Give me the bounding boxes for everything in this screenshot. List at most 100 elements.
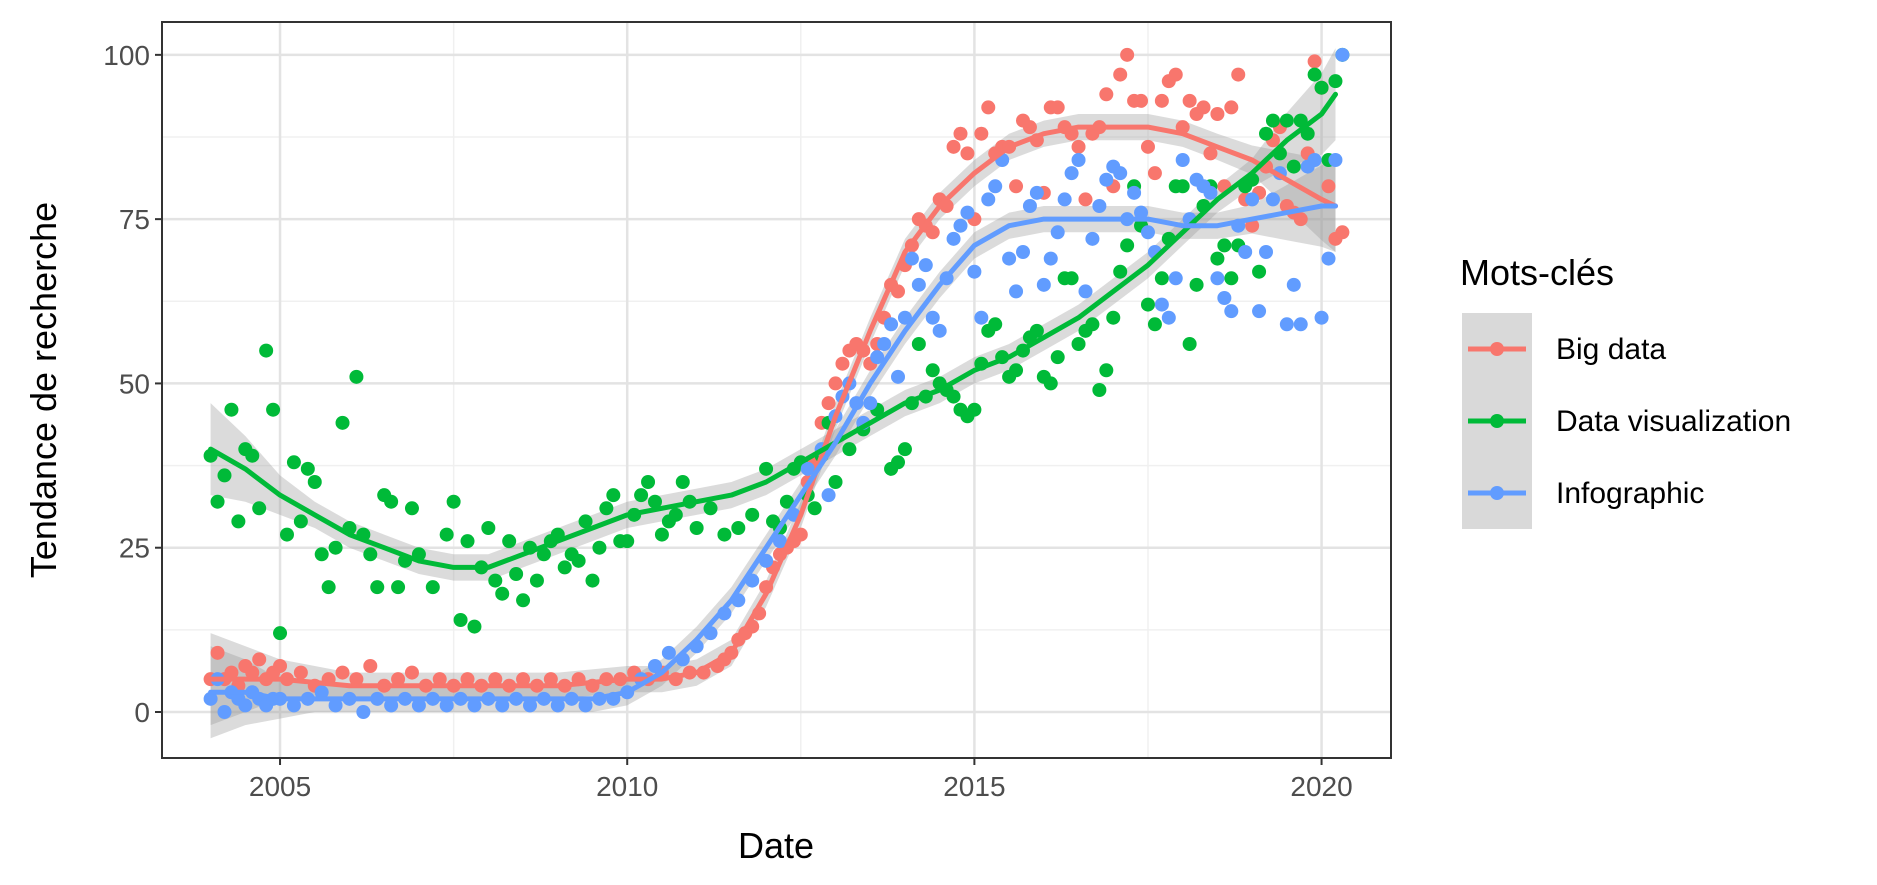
legend-label: Data visualization: [1556, 405, 1791, 438]
data-point: [793, 527, 808, 542]
data-point: [599, 501, 614, 516]
data-point: [821, 488, 836, 503]
data-point: [925, 363, 940, 378]
data-point: [842, 442, 857, 457]
data-point: [1140, 297, 1155, 312]
data-point: [370, 580, 385, 595]
data-point: [1099, 87, 1114, 102]
data-point: [203, 691, 218, 706]
data-point: [1279, 317, 1294, 332]
data-point: [1113, 264, 1128, 279]
data-point: [286, 455, 301, 470]
data-point: [1175, 153, 1190, 167]
smooth-line: [208, 203, 1338, 702]
data-point: [259, 343, 274, 358]
data-point: [1307, 153, 1322, 167]
data-point: [911, 277, 926, 292]
data-point: [1022, 199, 1037, 213]
data-point: [897, 310, 912, 325]
data-point: [363, 547, 378, 562]
data-point: [932, 323, 947, 338]
legend-title: Mots-clés: [1460, 252, 1614, 293]
data-point: [273, 659, 288, 673]
data-point: [425, 580, 440, 595]
data-point: [550, 698, 565, 713]
data-point: [960, 146, 975, 161]
data-point: [1140, 139, 1155, 154]
data-point: [404, 501, 419, 516]
data-point: [391, 672, 406, 687]
data-point: [821, 396, 836, 411]
data-point: [1203, 185, 1218, 200]
data-point: [1071, 337, 1086, 351]
data-point: [1050, 225, 1065, 240]
data-point: [953, 218, 968, 233]
data-point: [828, 475, 843, 489]
data-point: [356, 705, 371, 719]
data-point: [1196, 100, 1211, 115]
data-point: [321, 580, 336, 595]
data-point: [1252, 304, 1267, 319]
data-point: [1147, 166, 1162, 181]
data-point: [870, 350, 885, 365]
x-axis-title: Date: [738, 825, 814, 866]
y-tick-label: 75: [119, 204, 150, 235]
data-point: [1078, 284, 1093, 299]
y-tick-label: 25: [119, 533, 150, 564]
data-point: [1009, 284, 1024, 299]
data-point: [1189, 277, 1204, 292]
data-point: [800, 461, 815, 476]
data-point: [578, 698, 593, 713]
data-point: [495, 698, 510, 713]
data-point: [606, 488, 621, 503]
data-point: [391, 580, 406, 595]
data-point: [647, 659, 662, 673]
data-point: [946, 389, 961, 404]
data-point: [502, 534, 517, 549]
data-point: [1071, 139, 1086, 154]
data-point: [1154, 297, 1169, 312]
data-point: [689, 521, 704, 535]
data-point: [1210, 107, 1225, 121]
data-point: [877, 337, 892, 351]
data-point: [279, 527, 294, 542]
data-point: [1182, 337, 1197, 351]
panel-background: [162, 22, 1391, 758]
data-point: [1154, 93, 1169, 108]
data-point: [1029, 323, 1044, 338]
data-point: [703, 501, 718, 516]
data-point: [1078, 192, 1093, 207]
data-point: [1009, 363, 1024, 378]
data-point: [731, 521, 746, 535]
data-point: [224, 402, 239, 417]
data-point: [335, 665, 350, 680]
data-point: [328, 698, 343, 713]
data-point: [467, 698, 482, 713]
data-point: [1265, 192, 1280, 207]
data-point: [210, 494, 225, 509]
data-point: [238, 698, 253, 713]
data-point: [1161, 310, 1176, 325]
data-point: [1064, 271, 1079, 286]
data-point: [1252, 264, 1267, 279]
data-point: [1127, 185, 1142, 200]
data-point: [210, 645, 225, 660]
data-point: [745, 507, 760, 522]
data-point: [557, 560, 572, 575]
data-point: [453, 613, 468, 627]
data-point: [1050, 350, 1065, 365]
data-point: [946, 139, 961, 154]
data-point: [1217, 291, 1232, 305]
data-point: [286, 698, 301, 713]
data-point: [411, 698, 426, 713]
data-point: [384, 698, 399, 713]
x-tick-label: 2020: [1290, 771, 1352, 802]
legend-key-point: [1490, 414, 1504, 428]
data-point: [1293, 317, 1308, 332]
data-point: [1113, 166, 1128, 181]
data-point: [1050, 100, 1065, 115]
data-point: [217, 705, 232, 719]
data-point: [224, 665, 239, 680]
x-tick-label: 2005: [249, 771, 311, 802]
